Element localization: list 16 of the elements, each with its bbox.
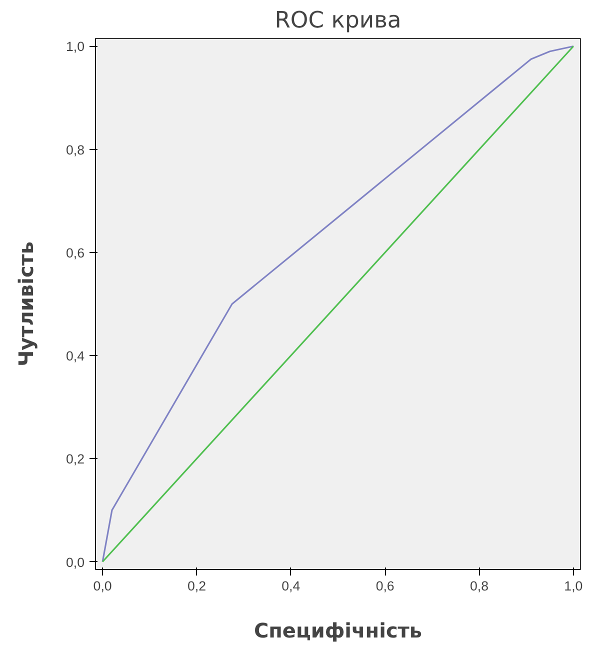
x-axis-title: Специфічність (254, 618, 422, 642)
x-tick-label: 1,0 (564, 578, 583, 594)
y-tick-label: 0,6 (66, 245, 85, 260)
x-tick-label: 0,6 (376, 578, 394, 594)
y-tick-label: 0,8 (66, 142, 85, 158)
x-tick-label: 0,2 (187, 578, 206, 594)
y-axis-title: Чутливість (14, 241, 38, 367)
chart-title: ROC крива (274, 8, 402, 34)
y-tick-label: 0,4 (66, 348, 86, 364)
x-tick-label: 0,4 (282, 578, 301, 594)
line-series (102, 45, 574, 563)
y-tick-label: 0,2 (66, 452, 85, 467)
x-tick-label: 0,0 (93, 578, 112, 594)
y-tick-label: 1,0 (66, 39, 85, 54)
y-tick-label: 0,0 (66, 554, 85, 570)
x-tick-label: 0,8 (470, 578, 489, 594)
